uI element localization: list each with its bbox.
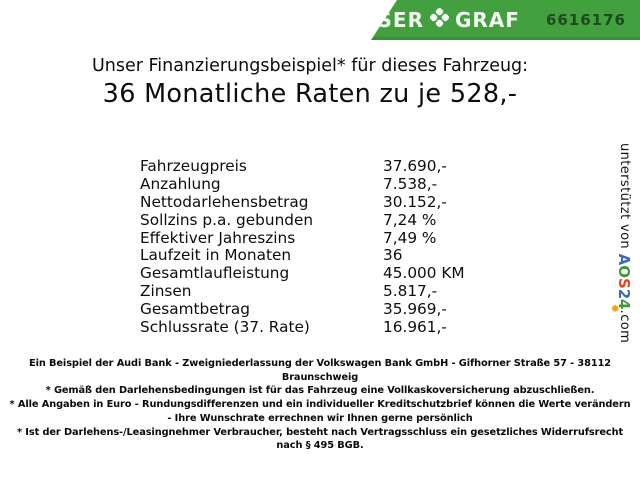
dealer-logo-part1: FESER	[348, 8, 424, 32]
heading-title: 36 Monatliche Raten zu je 528,-	[102, 79, 518, 109]
dealer-logo: FESER GRAF	[348, 7, 520, 32]
starburst-icon: ✸	[611, 303, 620, 315]
row-label: Laufzeit in Monaten	[140, 246, 292, 265]
aos24-letter-o: O	[615, 265, 633, 278]
aos24-logo: AOS24 ✸	[611, 253, 633, 315]
row-value: 45.000 KM	[383, 264, 465, 283]
row-value: 36	[383, 246, 403, 265]
table-row: Laufzeit in Monaten 36	[140, 246, 465, 264]
row-label: Schlussrate (37. Rate)	[140, 317, 310, 336]
clover-icon	[429, 7, 450, 32]
footnote-line: * Ist der Darlehens-/Leasingnehmer Verbr…	[16, 426, 624, 438]
watermark-prefix: unterstützt von	[617, 143, 632, 254]
aos24-letter-4-glyph: 4	[615, 299, 633, 310]
footnote-line: nach § 495 BGB.	[276, 440, 364, 452]
row-value: 37.690,-	[383, 156, 447, 175]
table-row: Gesamtbetrag 35.969,-	[140, 300, 465, 318]
heading-subtitle: Unser Finanzierungsbeispiel* für dieses …	[91, 56, 529, 76]
aos24-letter-4: 4 ✸	[611, 299, 633, 314]
reference-number: 6616176	[545, 11, 626, 29]
footnote-line: * Gemäß den Darlehensbedingungen ist für…	[45, 385, 595, 397]
row-label: Gesamtbetrag	[140, 300, 250, 319]
table-row: Fahrzeugpreis 37.690,-	[140, 157, 465, 175]
row-value: 30.152,-	[383, 192, 447, 211]
row-label: Anzahlung	[140, 174, 221, 193]
row-value: 5.817,-	[383, 282, 438, 301]
watermark-supported-by: unterstützt von AOS24 ✸ .com	[611, 143, 633, 344]
footnote-line: Ein Beispiel der Audi Bank - Zweignieder…	[28, 358, 611, 369]
watermark-suffix: .com	[617, 309, 632, 344]
row-label: Zinsen	[140, 282, 192, 301]
row-value: 16.961,-	[383, 317, 447, 336]
dealer-logo-part2: GRAF	[454, 8, 520, 32]
row-value: 7.538,-	[383, 174, 438, 193]
aos24-letter-s: S	[615, 277, 633, 289]
dealer-banner: FESER GRAF 6616176	[371, 0, 640, 40]
aos24-letter-a: A	[615, 253, 633, 266]
table-row: Schlussrate (37. Rate) 16.961,-	[140, 318, 465, 336]
row-value: 7,24 %	[383, 210, 437, 229]
table-row: Sollzins p.a. gebunden 7,24 %	[140, 211, 465, 229]
footnote-line: * Alle Angaben in Euro - Rundungsdiffere…	[9, 399, 631, 411]
heading-block: Unser Finanzierungsbeispiel* für dieses …	[0, 56, 620, 109]
footnote-line: Braunschweig	[281, 371, 359, 383]
finance-table: Fahrzeugpreis 37.690,- Anzahlung 7.538,-…	[140, 157, 465, 336]
table-row: Nettodarlehensbetrag 30.152,-	[140, 193, 465, 211]
footnote-line: - Ihre Wunschrate errechnen wir Ihnen ge…	[167, 412, 473, 424]
row-label: Sollzins p.a. gebunden	[140, 210, 314, 229]
table-row: Gesamtlaufleistung 45.000 KM	[140, 264, 465, 282]
row-value: 35.969,-	[383, 300, 447, 319]
table-row: Anzahlung 7.538,-	[140, 175, 465, 193]
footnotes-block: Ein Beispiel der Audi Bank - Zweignieder…	[0, 357, 640, 453]
row-value: 7,49 %	[383, 228, 437, 247]
row-label: Effektiver Jahreszins	[140, 228, 296, 247]
row-label: Fahrzeugpreis	[140, 156, 247, 175]
row-label: Gesamtlaufleistung	[140, 264, 290, 283]
row-label: Nettodarlehensbetrag	[140, 192, 309, 211]
table-row: Zinsen 5.817,-	[140, 282, 465, 300]
table-row: Effektiver Jahreszins 7,49 %	[140, 229, 465, 247]
aos24-letter-2: 2	[615, 288, 633, 300]
